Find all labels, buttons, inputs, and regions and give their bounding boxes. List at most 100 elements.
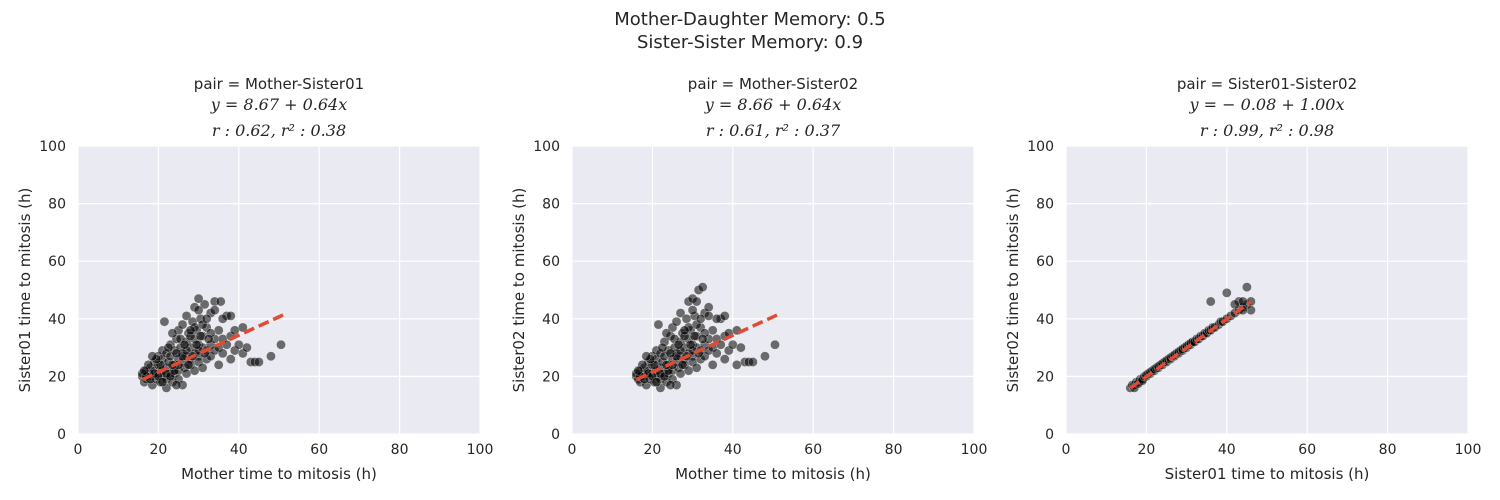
data-point <box>657 342 668 353</box>
panel-stats: r : 0.62, r² : 0.38 <box>212 121 346 140</box>
scatter-panel-mother-sister01: pair = Mother-Sister01 y = 8.67 + 0.64x … <box>16 75 493 483</box>
data-point <box>171 380 182 390</box>
data-point <box>167 328 178 339</box>
y-tick-label: 80 <box>542 197 560 213</box>
x-tick-label: 40 <box>230 442 248 458</box>
y-tick-label: 0 <box>57 427 66 443</box>
y-axis-label: Sister01 time to mitosis (h) <box>16 188 34 393</box>
data-point <box>673 339 684 350</box>
data-point <box>719 354 730 364</box>
x-tick-label: 20 <box>643 442 661 458</box>
data-point <box>276 339 286 350</box>
data-point <box>179 339 190 350</box>
x-tick-label: 60 <box>1298 442 1316 458</box>
data-point <box>697 334 708 344</box>
panel-equation: y = 8.67 + 0.64x <box>210 95 347 114</box>
x-tick-label: 40 <box>1218 442 1236 458</box>
data-point <box>213 360 224 370</box>
y-tick-label: 80 <box>1036 197 1054 213</box>
panel-title: pair = Mother-Sister01 <box>194 75 364 93</box>
data-point <box>209 305 220 316</box>
y-tick-label: 40 <box>48 312 66 328</box>
x-tick-label: 60 <box>804 442 822 458</box>
data-point <box>665 380 676 390</box>
data-point <box>266 351 276 362</box>
x-tick-label: 100 <box>467 442 494 458</box>
data-point <box>217 348 228 359</box>
y-tick-label: 20 <box>542 369 560 385</box>
x-tick-label: 60 <box>310 442 328 458</box>
y-tick-label: 40 <box>542 312 560 328</box>
data-point <box>241 342 252 353</box>
data-point <box>181 311 192 321</box>
x-tick-label: 80 <box>391 442 409 458</box>
y-tick-label: 0 <box>551 427 560 443</box>
y-tick-label: 20 <box>1036 369 1054 385</box>
data-point <box>203 334 214 344</box>
y-tick-label: 0 <box>1045 427 1054 443</box>
data-point <box>171 348 182 359</box>
data-point <box>1229 299 1240 310</box>
data-point <box>711 348 722 359</box>
data-point <box>163 342 174 353</box>
x-tick-label: 100 <box>1455 442 1482 458</box>
data-point <box>215 296 226 307</box>
data-point <box>651 377 662 388</box>
y-tick-label: 100 <box>1027 139 1054 155</box>
data-point <box>157 377 168 388</box>
data-point <box>193 305 204 316</box>
data-point <box>661 328 672 339</box>
panel-equation: y = 8.66 + 0.64x <box>704 95 841 114</box>
data-point <box>633 365 644 376</box>
x-tick-label: 0 <box>74 442 83 458</box>
data-point <box>760 351 770 362</box>
y-tick-label: 60 <box>542 254 560 270</box>
y-axis-label: Sister02 time to mitosis (h) <box>1004 188 1022 393</box>
data-point <box>1242 282 1252 292</box>
regression-line <box>1129 300 1252 390</box>
data-point <box>225 311 236 321</box>
data-point <box>665 348 676 359</box>
x-axis-label: Mother time to mitosis (h) <box>675 465 871 483</box>
x-tick-label: 80 <box>1379 442 1397 458</box>
data-point <box>748 357 758 367</box>
data-point <box>237 322 248 333</box>
x-tick-label: 20 <box>1137 442 1155 458</box>
panel-title: pair = Mother-Sister02 <box>688 75 858 93</box>
figure-suptitle-line2: Sister-Sister Memory: 0.9 <box>637 32 863 53</box>
x-tick-label: 40 <box>724 442 742 458</box>
x-tick-label: 20 <box>149 442 167 458</box>
plot-area <box>78 146 480 434</box>
data-point <box>735 342 746 353</box>
data-point <box>199 299 210 310</box>
x-tick-label: 100 <box>961 442 988 458</box>
data-point <box>703 302 714 313</box>
data-point <box>193 293 204 304</box>
data-point <box>770 339 780 350</box>
y-tick-label: 100 <box>533 139 560 155</box>
data-point <box>677 360 688 370</box>
panel-equation: y = − 0.08 + 1.00x <box>1189 95 1345 114</box>
plot-area <box>572 146 974 434</box>
data-point <box>197 362 208 373</box>
y-tick-label: 60 <box>1036 254 1054 270</box>
figure-suptitle-line1: Mother-Daughter Memory: 0.5 <box>614 9 886 30</box>
scatter-panel-mother-sister02: pair = Mother-Sister02 y = 8.66 + 0.64x … <box>510 75 987 483</box>
data-point <box>254 357 264 367</box>
y-tick-label: 60 <box>48 254 66 270</box>
data-point <box>697 282 708 292</box>
regression-line <box>635 313 778 382</box>
data-point <box>147 351 158 362</box>
data-point <box>183 360 194 370</box>
data-point <box>687 305 698 316</box>
y-tick-label: 20 <box>48 369 66 385</box>
panel-stats: r : 0.99, r² : 0.98 <box>1200 121 1334 140</box>
data-point <box>1221 288 1232 298</box>
x-tick-label: 80 <box>885 442 903 458</box>
data-point <box>675 308 686 318</box>
scatter-panel-sister01-sister02: pair = Sister01-Sister02 y = − 0.08 + 1.… <box>1004 75 1481 483</box>
data-point <box>139 365 150 376</box>
data-point <box>191 339 202 350</box>
y-axis-label: Sister02 time to mitosis (h) <box>510 188 528 393</box>
